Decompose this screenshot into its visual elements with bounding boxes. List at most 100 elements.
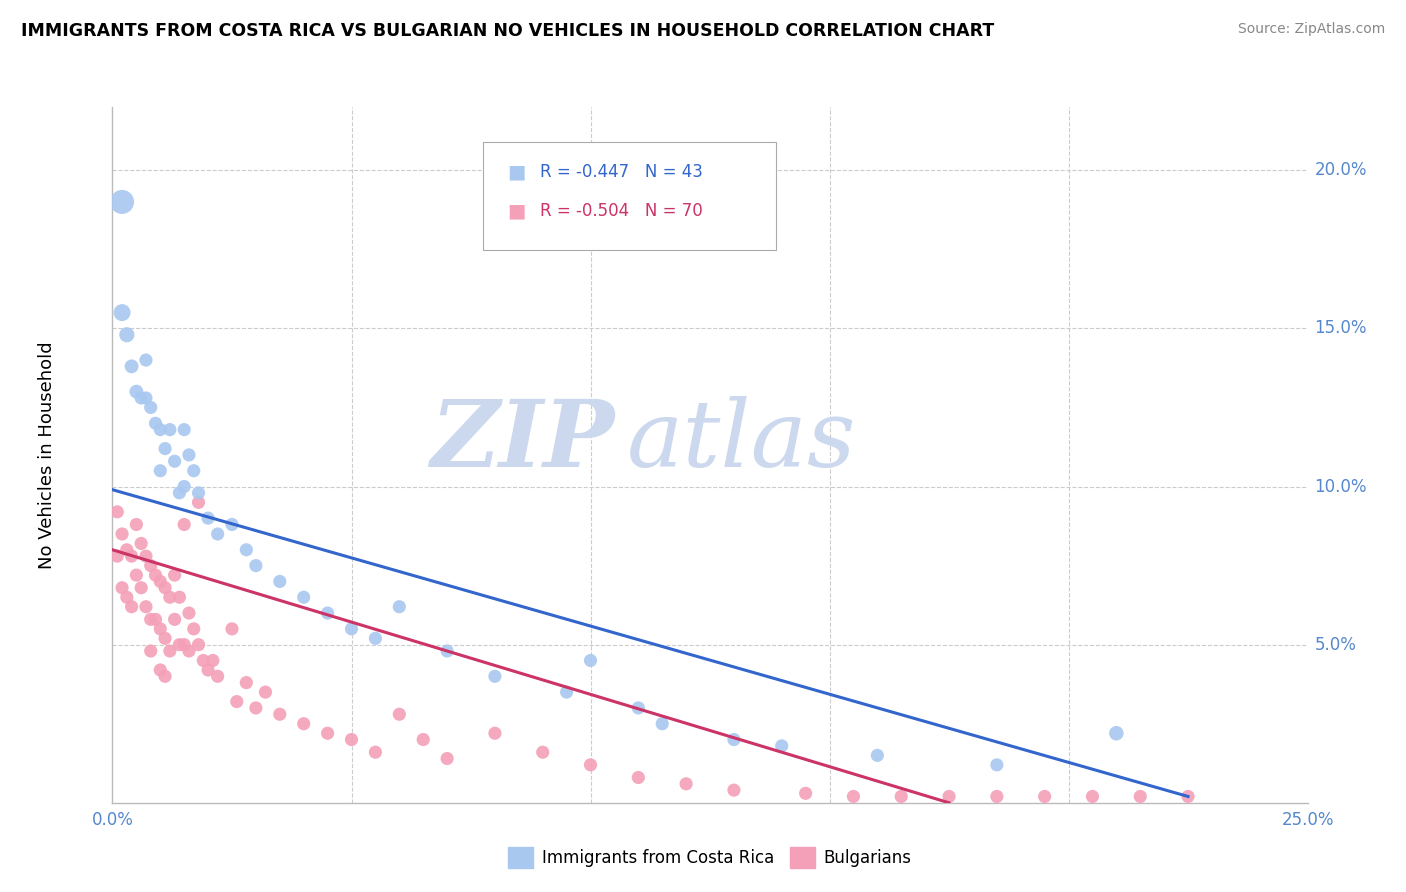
Point <box>842 789 865 804</box>
Point <box>627 701 650 715</box>
Point <box>938 789 960 804</box>
Point <box>177 448 200 462</box>
Point <box>723 732 745 747</box>
Text: R = -0.504   N = 70: R = -0.504 N = 70 <box>540 202 703 220</box>
Legend: Immigrants from Costa Rica, Bulgarians: Immigrants from Costa Rica, Bulgarians <box>502 841 918 874</box>
Point <box>121 359 143 374</box>
Text: 25.0%: 25.0% <box>1281 811 1334 830</box>
Point <box>207 527 229 541</box>
Point <box>153 632 176 646</box>
Point <box>163 568 186 582</box>
Text: Source: ZipAtlas.com: Source: ZipAtlas.com <box>1237 22 1385 37</box>
Point <box>235 675 257 690</box>
FancyBboxPatch shape <box>484 142 776 250</box>
Point <box>153 581 176 595</box>
Point <box>105 505 128 519</box>
Point <box>651 716 673 731</box>
Point <box>159 644 181 658</box>
Point <box>163 454 186 468</box>
Point <box>129 581 152 595</box>
Point <box>436 751 458 765</box>
Point <box>316 726 339 740</box>
Point <box>153 669 176 683</box>
Point <box>135 599 157 614</box>
Point <box>149 663 172 677</box>
Point <box>139 612 162 626</box>
Point <box>153 442 176 456</box>
Point <box>340 622 363 636</box>
Point <box>187 495 209 509</box>
Point <box>269 574 291 589</box>
Point <box>1081 789 1104 804</box>
Text: No Vehicles in Household: No Vehicles in Household <box>38 341 56 569</box>
Point <box>111 581 134 595</box>
Point <box>121 599 143 614</box>
Point <box>125 384 148 399</box>
Point <box>627 771 650 785</box>
Point <box>221 622 243 636</box>
Point <box>388 599 411 614</box>
Point <box>221 517 243 532</box>
Point <box>555 685 578 699</box>
Point <box>436 644 458 658</box>
Point <box>794 786 817 800</box>
Point <box>159 423 181 437</box>
Point <box>1177 789 1199 804</box>
Point <box>254 685 277 699</box>
Point <box>866 748 889 763</box>
Point <box>149 574 172 589</box>
Point <box>292 716 315 731</box>
Point <box>173 638 195 652</box>
Point <box>340 732 363 747</box>
Point <box>135 549 157 563</box>
Point <box>183 464 205 478</box>
Point <box>177 644 200 658</box>
Point <box>1129 789 1152 804</box>
Point <box>531 745 554 759</box>
Point <box>986 789 1008 804</box>
Point <box>173 479 195 493</box>
Point <box>245 558 267 573</box>
Point <box>986 757 1008 772</box>
Point <box>135 391 157 405</box>
Point <box>177 606 200 620</box>
Point <box>388 707 411 722</box>
Point <box>159 591 181 605</box>
Point <box>579 757 602 772</box>
Point <box>129 391 152 405</box>
Point <box>364 745 387 759</box>
Point <box>675 777 697 791</box>
Text: 15.0%: 15.0% <box>1315 319 1367 337</box>
Point <box>579 653 602 667</box>
Point <box>115 327 138 342</box>
Point <box>135 353 157 368</box>
Point <box>173 517 195 532</box>
Point <box>115 591 138 605</box>
Point <box>139 558 162 573</box>
Point <box>197 663 219 677</box>
Point <box>145 417 167 431</box>
Text: IMMIGRANTS FROM COSTA RICA VS BULGARIAN NO VEHICLES IN HOUSEHOLD CORRELATION CHA: IMMIGRANTS FROM COSTA RICA VS BULGARIAN … <box>21 22 994 40</box>
Point <box>125 568 148 582</box>
Point <box>139 644 162 658</box>
Point <box>149 464 172 478</box>
Point <box>201 653 224 667</box>
Text: 5.0%: 5.0% <box>1315 636 1357 654</box>
Point <box>770 739 793 753</box>
Point <box>890 789 912 804</box>
Point <box>484 726 506 740</box>
Text: 20.0%: 20.0% <box>1315 161 1367 179</box>
Point <box>173 423 195 437</box>
Point <box>169 638 191 652</box>
Point <box>129 536 152 550</box>
Text: R = -0.447   N = 43: R = -0.447 N = 43 <box>540 162 703 181</box>
Text: ■: ■ <box>508 162 526 181</box>
Point <box>187 486 209 500</box>
Point <box>169 486 191 500</box>
Point <box>316 606 339 620</box>
Text: atlas: atlas <box>626 396 856 486</box>
Point <box>269 707 291 722</box>
Point <box>1105 726 1128 740</box>
Text: ■: ■ <box>508 202 526 221</box>
Point <box>207 669 229 683</box>
